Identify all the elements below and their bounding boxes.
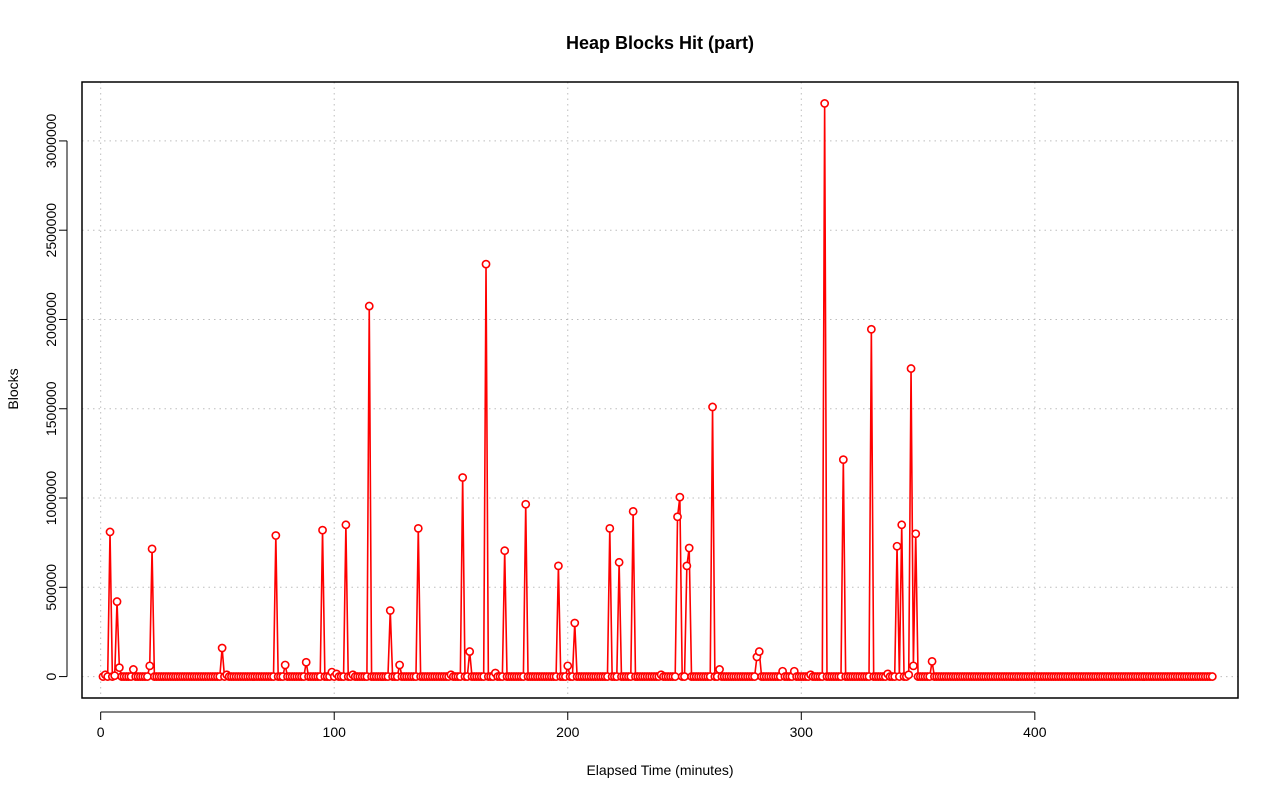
data-point	[563, 661, 573, 671]
y-tick-label: 3000000	[43, 113, 59, 168]
series-blocks	[98, 99, 1217, 681]
data-point	[364, 301, 374, 311]
y-axis-label: Blocks	[5, 368, 21, 409]
data-point	[897, 520, 907, 530]
data-point	[838, 455, 848, 465]
data-point	[105, 527, 115, 537]
data-point	[904, 670, 914, 680]
x-axis-label: Elapsed Time (minutes)	[586, 762, 733, 778]
data-point	[628, 507, 638, 516]
data-point	[708, 402, 717, 412]
data-point	[750, 672, 759, 681]
data-point	[911, 529, 921, 539]
data-point	[670, 672, 680, 681]
data-point	[680, 672, 689, 681]
data-point	[906, 364, 916, 373]
data-point	[395, 660, 405, 670]
x-tick-label: 300	[790, 724, 814, 740]
data-point	[142, 672, 152, 681]
data-point	[147, 544, 157, 554]
data-point	[318, 525, 327, 535]
data-point	[110, 671, 120, 681]
data-point	[521, 499, 531, 509]
data-point	[112, 597, 122, 606]
data-point	[682, 561, 692, 571]
data-point	[500, 546, 510, 556]
y-tick-label: 2000000	[43, 292, 59, 347]
data-point	[675, 492, 685, 502]
data-point	[908, 661, 918, 671]
y-tick-label: 0	[43, 672, 59, 680]
data-point	[927, 656, 937, 666]
axes: 0 100 200 300 400 0 500000 1000000 1500000 200000…	[43, 113, 1047, 740]
data-point	[465, 647, 475, 656]
data-point	[820, 99, 830, 108]
series-line	[102, 103, 1213, 679]
grid-lines	[82, 82, 1238, 698]
x-tick-label: 100	[323, 724, 347, 740]
y-tick-label: 2500000	[43, 203, 59, 258]
y-tick-label: 1000000	[43, 471, 59, 526]
data-point	[114, 663, 124, 673]
data-point	[385, 606, 395, 615]
data-point	[570, 618, 580, 628]
data-point	[554, 561, 563, 571]
y-tick-label: 500000	[43, 564, 59, 611]
data-point	[684, 543, 694, 553]
data-point	[614, 557, 624, 567]
data-point	[754, 647, 764, 656]
data-point	[271, 531, 281, 540]
x-tick-label: 400	[1023, 724, 1047, 740]
data-point	[866, 324, 876, 334]
data-point	[280, 660, 290, 670]
data-point	[673, 512, 682, 522]
x-tick-label: 200	[556, 724, 580, 740]
data-point	[145, 661, 155, 671]
data-point	[892, 541, 902, 551]
data-point	[341, 520, 351, 530]
data-point	[458, 473, 468, 482]
y-tick-label: 1500000	[43, 381, 59, 436]
data-point	[605, 523, 615, 533]
data-point	[128, 665, 138, 674]
plot-frame	[81, 81, 1239, 699]
data-point	[413, 523, 423, 533]
x-tick-label: 0	[97, 724, 105, 740]
data-point	[217, 643, 227, 653]
data-point	[301, 657, 311, 667]
data-point	[715, 665, 724, 674]
data-point	[481, 259, 491, 269]
chart-title: Heap Blocks Hit (part)	[566, 33, 754, 53]
data-point	[1207, 672, 1217, 681]
